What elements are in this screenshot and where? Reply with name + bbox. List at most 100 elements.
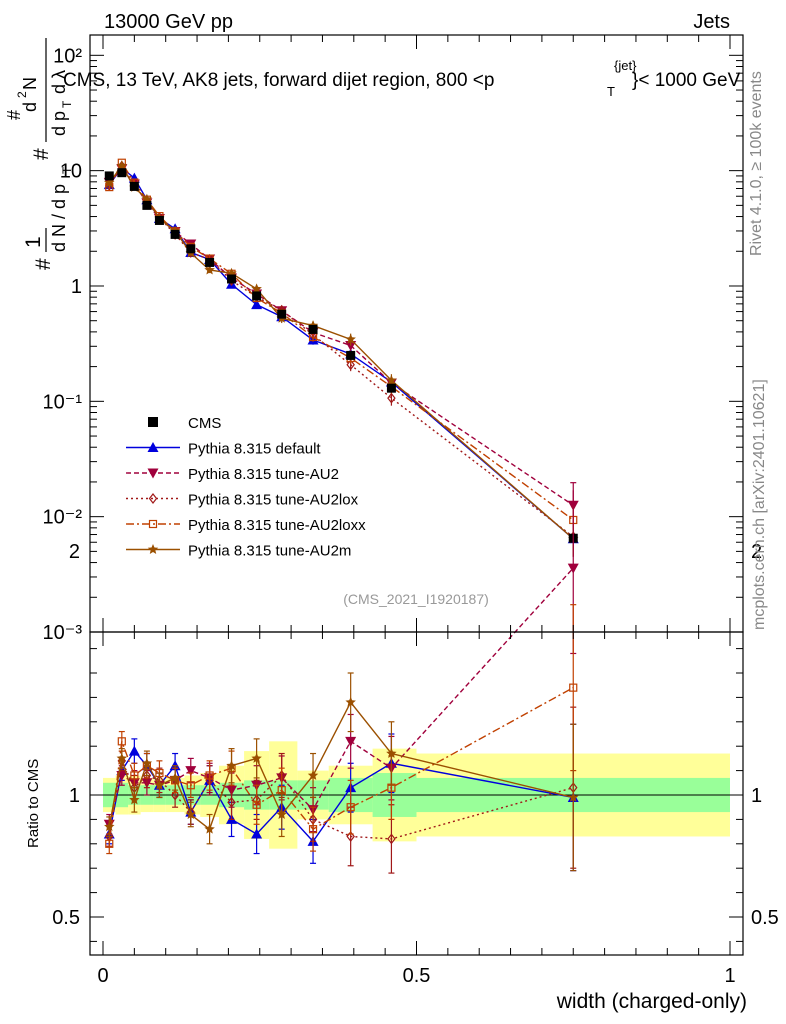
ratio-series-point (227, 796, 236, 808)
cms-data-point (170, 229, 180, 239)
ratio-series-point (205, 771, 214, 780)
svg-text:d λ: d λ (49, 70, 69, 94)
main-series-line (108, 167, 574, 506)
x-tick-label: 0 (97, 965, 108, 987)
ratio-series-point (116, 752, 128, 763)
legend-label: Pythia 8.315 default (188, 441, 321, 458)
main-series-point (387, 392, 396, 404)
main-series-point (116, 160, 128, 171)
cms-data-point (277, 309, 287, 319)
main-series-point (386, 374, 397, 385)
ratio-series-point (185, 766, 197, 777)
plot-title-sup: {jet} (614, 58, 637, 73)
cms-data-point (154, 215, 164, 225)
ratio-series-point (105, 839, 114, 848)
main-series-point (251, 299, 263, 310)
main-ylabel: # 1 d N / d p T # d 2 N d p T d λ # (4, 38, 74, 270)
ratio-series-point (569, 683, 578, 692)
ratio-series-point (276, 809, 287, 819)
cms-data-point (186, 244, 196, 254)
cms-data-point (227, 274, 237, 284)
y-tick-label: 10⁻³ (43, 622, 83, 644)
analysis-id-label: (CMS_2021_I1920187) (343, 591, 489, 607)
legend-marker (148, 417, 158, 427)
ratio-series-point (251, 752, 262, 763)
ratio-series-point (130, 771, 139, 780)
ratio-series-point (346, 831, 355, 842)
main-series-point (345, 333, 356, 344)
y-tick-label: 10⁻² (43, 507, 83, 529)
header-left: 13000 GeV pp (104, 11, 233, 33)
ratio-series-point (142, 770, 152, 781)
axes-layer: 0 0.5 1 10⁻³ 10⁻² 10⁻¹ 1 10 10² 0.5 0.5 1 1 2 2 (43, 34, 779, 987)
ratio-series-point (204, 823, 215, 834)
ratio-series-point (185, 809, 197, 819)
ratio-series-point (169, 772, 181, 783)
ratio-y-tick-label: 2 (69, 541, 80, 563)
svg-text:#: # (32, 258, 55, 270)
cms-data-point (129, 181, 139, 191)
legend-marker (148, 519, 158, 529)
svg-text:1: 1 (22, 236, 45, 248)
y-tick-label: 10² (53, 45, 82, 67)
main-series-point (251, 283, 262, 294)
svg-text:#: # (30, 148, 53, 160)
legend-label: Pythia 8.315 tune-AU2lox (188, 492, 359, 509)
main-series-layer (103, 158, 579, 557)
cms-data-point (252, 291, 262, 301)
ratio-series-point (386, 748, 397, 758)
ratio-series-point (345, 696, 356, 707)
cms-data-point (386, 383, 396, 393)
ratio-series-line (108, 758, 574, 840)
svg-text:2: 2 (15, 91, 29, 98)
main-series-point (346, 359, 355, 371)
ratio-series-point (251, 828, 263, 839)
svg-text:#: # (4, 110, 24, 120)
ratio-series-point (567, 563, 579, 574)
header-right: Jets (693, 11, 730, 33)
ratio-series-point (129, 794, 140, 805)
y-tick-label: 10⁻¹ (43, 391, 83, 413)
y-tick-label: 10 (60, 161, 82, 183)
legend-marker (147, 544, 159, 554)
ratio-series-point (170, 789, 180, 801)
cms-data-point (346, 350, 356, 360)
ratio-series-point (154, 779, 165, 790)
cms-data-point (205, 257, 215, 267)
ratio-y-tick-label-right: 0.5 (751, 907, 779, 929)
svg-text:d p: d p (49, 111, 69, 136)
ratio-series-point (307, 769, 319, 780)
plot-title: CMS, 13 TeV, AK8 jets, forward dijet reg… (63, 58, 741, 99)
main-series-line (108, 164, 574, 538)
ratio-series-point (186, 781, 195, 790)
cms-data-point (117, 168, 127, 178)
legend: CMS Pythia 8.315 default Pythia 8.315 tune… (126, 415, 366, 560)
main-series-point (345, 340, 357, 351)
ratio-series-point (128, 745, 140, 756)
ratio-series-point (387, 833, 396, 845)
main-series-point (104, 177, 115, 188)
ratio-series-point (226, 760, 237, 771)
legend-marker (147, 442, 159, 452)
ratio-y-tick-label-right: 2 (751, 541, 762, 563)
ratio-y-tick-label: 1 (69, 785, 80, 807)
cms-data-point (104, 171, 114, 181)
y-tick-label: 1 (71, 276, 82, 298)
x-tick-label: 1 (724, 965, 735, 987)
legend-label: Pythia 8.315 tune-AU2m (188, 543, 351, 560)
cms-data-point (142, 200, 152, 210)
svg-text:d N / d p: d N / d p (49, 184, 69, 252)
ratio-series-point (568, 791, 579, 802)
ratio-y-tick-label: 0.5 (52, 907, 80, 929)
ratio-series-point (141, 757, 153, 768)
main-series-point (204, 264, 215, 275)
legend-label: Pythia 8.315 tune-AU2loxx (188, 517, 366, 534)
legend-marker (148, 493, 158, 504)
ratio-series-point (117, 737, 126, 746)
ratio-series-point (346, 803, 355, 812)
legend-label: Pythia 8.315 tune-AU2 (188, 466, 339, 483)
ratio-y-tick-label-right: 1 (751, 785, 762, 807)
plot-title-main: CMS, 13 TeV, AK8 jets, forward dijet reg… (63, 70, 494, 91)
legend-marker (147, 468, 159, 479)
